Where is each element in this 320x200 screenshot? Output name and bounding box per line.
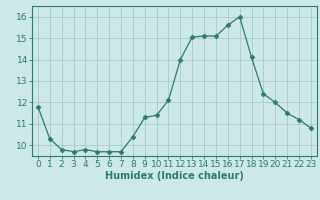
X-axis label: Humidex (Indice chaleur): Humidex (Indice chaleur) [105,171,244,181]
